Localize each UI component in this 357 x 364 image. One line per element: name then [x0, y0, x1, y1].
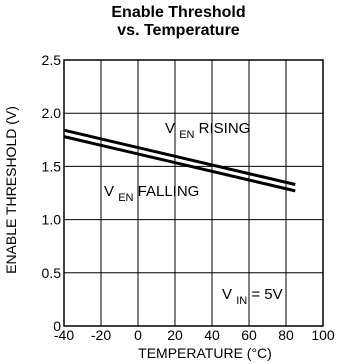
plot-frame [63, 59, 324, 327]
series-label-rising-rest: RISING [199, 120, 251, 137]
series-line-rising [63, 128, 296, 186]
x-tick-label: -20 [91, 327, 111, 343]
y-tick-labels: 0 0.5 1.0 1.5 2.0 2.5 [42, 52, 62, 334]
x-tick-label: 0 [134, 327, 142, 343]
series-label-rising-main: V [165, 120, 175, 137]
x-tick-labels: -40 -20 0 20 40 60 80 100 [54, 327, 335, 343]
series-lines [63, 128, 296, 193]
series-label-falling-sub: EN [118, 192, 133, 204]
y-tick-label: 2.0 [42, 105, 62, 121]
chart-title: Enable Threshold [111, 4, 246, 21]
series-label-rising-sub: EN [179, 129, 194, 141]
grid [64, 60, 323, 326]
plot-border [63, 59, 324, 327]
chart-title-block: Enable Threshold vs. Temperature [0, 4, 357, 40]
series-label-rising: V EN RISING [165, 120, 250, 142]
y-axis-label: ENABLE THRESHOLD (V) [3, 106, 19, 274]
vin-annotation-main: V [222, 286, 232, 303]
chart-subtitle: vs. Temperature [117, 22, 240, 39]
vin-annotation-sub: IN [236, 295, 247, 307]
x-tick-label: 20 [167, 327, 183, 343]
vin-annotation: V IN = 5V [222, 286, 283, 308]
y-tick-label: 0.5 [42, 265, 62, 281]
series-line-falling [63, 135, 296, 193]
x-tick-label: -40 [54, 327, 74, 343]
y-tick-label: 1.5 [42, 158, 62, 174]
x-tick-label: 80 [278, 327, 294, 343]
series-label-falling: V EN FALLING [104, 183, 199, 205]
y-tick-label: 2.5 [42, 52, 62, 68]
x-tick-label: 40 [204, 327, 220, 343]
series-label-falling-rest: FALLING [138, 183, 200, 200]
y-tick-label: 0 [53, 318, 61, 334]
y-tick-label: 1.0 [42, 212, 62, 228]
series-label-falling-main: V [104, 183, 114, 200]
x-tick-label: 60 [241, 327, 257, 343]
x-tick-label: 100 [311, 327, 335, 343]
x-axis-label: TEMPERATURE (°C) [138, 345, 272, 361]
vin-annotation-rest: = 5V [251, 286, 282, 303]
